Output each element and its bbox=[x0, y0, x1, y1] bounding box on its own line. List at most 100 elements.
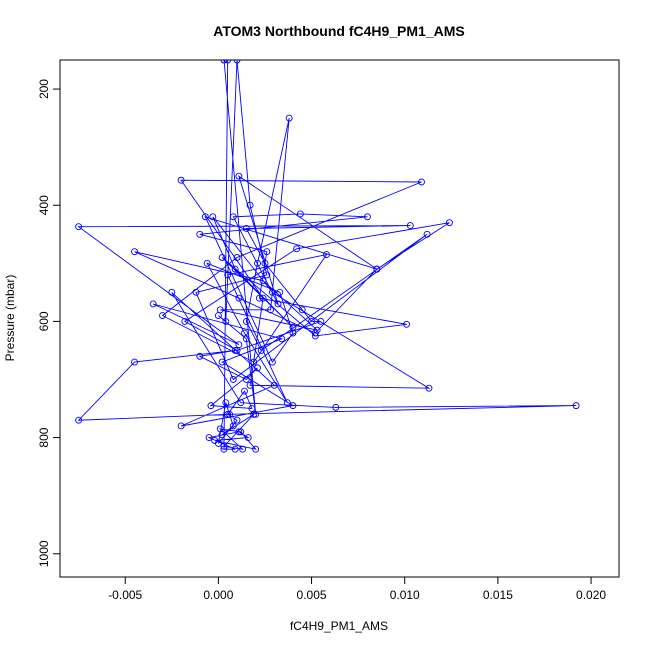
data-point-23 bbox=[242, 376, 250, 383]
data-point-10 bbox=[239, 445, 247, 453]
data-point-83 bbox=[201, 213, 209, 221]
x-tick-label-3: 0.010 bbox=[390, 588, 420, 602]
data-point-76 bbox=[224, 271, 232, 279]
data-point-30 bbox=[332, 403, 340, 411]
data-point-97 bbox=[229, 376, 237, 383]
y-axis-label: Pressure (mbar) bbox=[3, 275, 17, 362]
data-point-26 bbox=[131, 358, 138, 366]
data-point-92 bbox=[285, 114, 293, 122]
data-point-103 bbox=[214, 312, 222, 320]
x-axis-label: fC4H9_PM1_AMS bbox=[290, 619, 388, 633]
data-point-13 bbox=[218, 431, 226, 439]
data-point-102 bbox=[222, 317, 230, 325]
data-point-46 bbox=[317, 317, 325, 325]
x-tick-label-2: 0.005 bbox=[297, 588, 327, 602]
data-point-69 bbox=[259, 294, 267, 302]
data-point-19 bbox=[241, 387, 248, 395]
data-point-82 bbox=[268, 358, 276, 366]
data-point-21 bbox=[207, 402, 215, 410]
data-point-58 bbox=[263, 248, 271, 256]
data-point-98 bbox=[192, 288, 200, 296]
data-point-50 bbox=[445, 219, 453, 227]
data-point-94 bbox=[242, 317, 250, 325]
data-point-70 bbox=[177, 176, 185, 184]
data-point-0 bbox=[224, 60, 232, 64]
data-point-101 bbox=[233, 60, 241, 64]
data-point-53 bbox=[274, 300, 282, 308]
data-point-34 bbox=[177, 422, 185, 430]
data-point-7 bbox=[252, 445, 260, 453]
data-point-81 bbox=[289, 329, 297, 337]
x-tick-label-4: 0.015 bbox=[483, 588, 513, 602]
y-tick-label-1: 400 bbox=[37, 195, 51, 215]
data-point-20 bbox=[248, 405, 256, 412]
y-tick-label-2: 600 bbox=[37, 311, 51, 331]
data-point-74 bbox=[250, 358, 258, 366]
data-point-62 bbox=[218, 254, 226, 261]
data-point-66 bbox=[268, 288, 276, 296]
data-point-32 bbox=[168, 288, 176, 296]
chart-title: ATOM3 Northbound fC4H9_PM1_AMS bbox=[213, 23, 465, 39]
data-point-95 bbox=[257, 346, 265, 354]
y-axis: 200 400 600 800 1000 bbox=[37, 79, 60, 567]
y-tick-label-3: 800 bbox=[37, 427, 51, 447]
series-layer bbox=[75, 60, 580, 453]
x-axis: -0.005 0.000 0.005 0.010 0.015 0.020 bbox=[108, 577, 606, 602]
data-point-86 bbox=[235, 294, 243, 302]
data-point-45 bbox=[308, 317, 315, 325]
data-point-5 bbox=[244, 434, 252, 442]
data-point-80 bbox=[276, 288, 284, 296]
data-point-25 bbox=[231, 346, 239, 354]
data-point-48 bbox=[181, 317, 189, 325]
data-point-18 bbox=[224, 410, 232, 418]
data-point-56 bbox=[364, 213, 371, 221]
data-point-91 bbox=[267, 306, 275, 314]
data-point-57 bbox=[196, 230, 204, 238]
data-point-72 bbox=[233, 254, 241, 261]
data-point-17 bbox=[233, 416, 241, 424]
data-point-68 bbox=[246, 381, 254, 389]
y-tick-label-0: 200 bbox=[37, 79, 51, 99]
data-point-22 bbox=[254, 364, 261, 372]
data-point-36 bbox=[218, 358, 226, 366]
data-point-71 bbox=[418, 178, 425, 186]
data-point-52 bbox=[235, 172, 243, 180]
data-point-14 bbox=[229, 422, 237, 430]
data-point-2 bbox=[231, 445, 239, 453]
data-point-84 bbox=[373, 265, 381, 273]
data-point-27 bbox=[75, 416, 83, 424]
data-point-104 bbox=[242, 335, 250, 343]
data-point-89 bbox=[313, 326, 321, 334]
data-point-65 bbox=[209, 213, 217, 221]
data-point-54 bbox=[229, 213, 237, 221]
data-point-3 bbox=[205, 434, 213, 442]
data-point-15 bbox=[222, 399, 230, 407]
data-point-49 bbox=[293, 245, 301, 253]
data-point-44 bbox=[298, 306, 306, 314]
data-point-105 bbox=[252, 410, 260, 418]
data-point-4 bbox=[235, 428, 243, 436]
data-point-11 bbox=[220, 442, 228, 450]
y-tick-label-4: 1000 bbox=[37, 540, 51, 567]
data-point-73 bbox=[159, 312, 166, 320]
data-point-96 bbox=[423, 230, 431, 238]
data-point-8 bbox=[237, 428, 245, 436]
data-point-35 bbox=[289, 402, 297, 410]
data-point-55 bbox=[296, 210, 304, 218]
data-point-100 bbox=[246, 201, 254, 209]
x-tick-label-1: 0.000 bbox=[203, 588, 233, 602]
x-tick-label-0: -0.005 bbox=[108, 588, 142, 602]
data-point-43 bbox=[261, 259, 269, 267]
data-point-77 bbox=[283, 399, 291, 407]
data-point-16 bbox=[214, 439, 222, 447]
data-point-60 bbox=[403, 320, 411, 328]
data-point-31 bbox=[237, 399, 245, 407]
data-point-47 bbox=[233, 346, 241, 354]
data-point-24 bbox=[196, 352, 204, 360]
data-point-87 bbox=[131, 248, 138, 256]
data-point-64 bbox=[231, 265, 239, 273]
data-point-41 bbox=[406, 222, 414, 230]
data-point-37 bbox=[278, 335, 286, 343]
data-point-93 bbox=[254, 259, 261, 267]
